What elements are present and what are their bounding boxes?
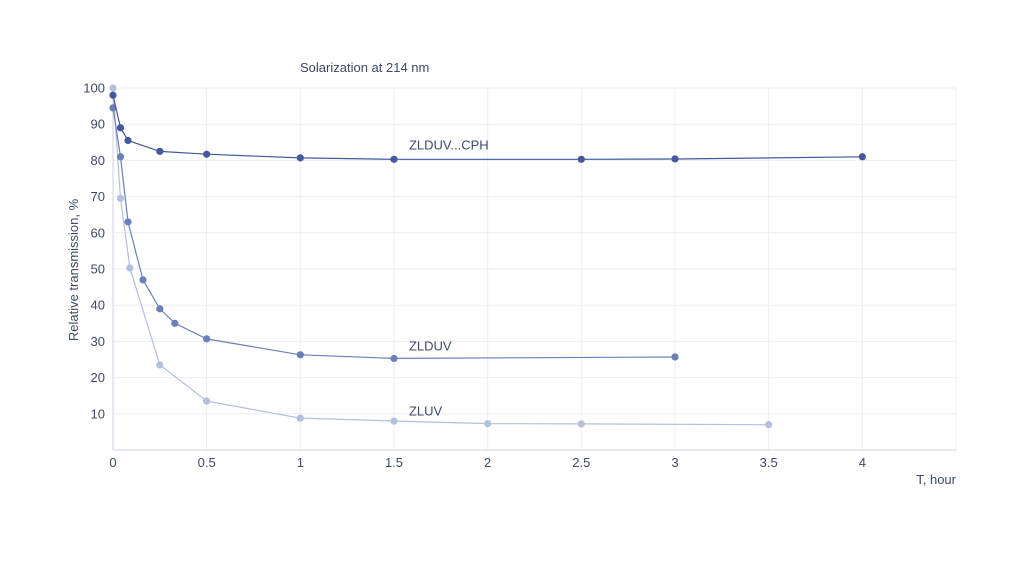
data-point: [116, 124, 125, 132]
data-point: [109, 84, 117, 92]
x-axis-title: T, hour: [916, 472, 956, 487]
x-tick-label: 0.5: [198, 455, 216, 470]
y-axis-title: Relative transmission, %: [66, 198, 81, 341]
series-1: ZLDUV: [109, 104, 679, 363]
data-point: [116, 194, 125, 203]
data-point: [671, 155, 679, 163]
data-point: [765, 421, 773, 429]
x-tick-label: 2.5: [572, 455, 590, 470]
data-point: [858, 153, 866, 161]
y-tick-label: 70: [91, 189, 105, 204]
x-tick-label: 4: [859, 455, 866, 470]
data-point: [484, 419, 492, 428]
axes: 0 0.5 1 1.5 2 2.5 3 3.5 4 10 20 30 40 50 60 70 80 90 100: [83, 81, 956, 470]
y-tick-label: 30: [91, 334, 105, 349]
data-point: [296, 351, 304, 359]
x-tick-label: 3.5: [760, 455, 778, 470]
series-2: ZLUV: [109, 84, 773, 429]
x-tick-label: 2: [484, 455, 491, 470]
y-tick-label: 40: [91, 298, 105, 313]
series-label: ZLUV: [409, 404, 443, 419]
data-point: [203, 397, 211, 405]
series-line: [112, 107, 676, 360]
data-point: [577, 155, 585, 163]
grid: [113, 87, 957, 450]
data-point: [124, 136, 132, 145]
series-line: [112, 87, 769, 426]
x-tick-label: 0: [109, 455, 116, 470]
y-tick-label: 100: [83, 81, 105, 96]
data-point: [156, 147, 164, 155]
data-point: [124, 218, 132, 226]
data-point: [109, 104, 117, 112]
data-point: [296, 414, 304, 422]
series-group: ZLUV ZLDUV ZLDUV...CPH: [109, 84, 866, 429]
x-tick-label: 1: [297, 455, 304, 470]
data-point: [390, 417, 398, 425]
data-point: [156, 361, 164, 369]
data-point: [671, 353, 679, 361]
data-point: [116, 153, 125, 161]
data-point: [203, 335, 211, 343]
y-tick-label: 20: [91, 370, 105, 385]
data-point: [139, 276, 147, 284]
data-point: [390, 354, 398, 363]
series-label: ZLDUV: [409, 338, 452, 353]
data-point: [203, 150, 211, 158]
data-point: [390, 155, 398, 163]
data-point: [156, 305, 164, 313]
y-tick-label: 80: [91, 153, 105, 168]
data-point: [296, 154, 304, 162]
y-tick-label: 60: [91, 225, 105, 240]
data-point: [577, 420, 585, 428]
y-tick-label: 50: [91, 262, 105, 277]
y-tick-label: 90: [91, 117, 105, 132]
data-point: [109, 91, 117, 99]
data-point: [171, 319, 179, 327]
x-tick-label: 3: [671, 455, 678, 470]
y-tick-label: 10: [91, 406, 105, 421]
data-point: [126, 264, 134, 272]
series-0: ZLDUV...CPH: [109, 91, 866, 163]
series-line: [112, 95, 863, 160]
chart-title: Solarization at 214 nm: [300, 60, 429, 75]
series-label: ZLDUV...CPH: [409, 138, 489, 153]
x-tick-label: 1.5: [385, 455, 403, 470]
